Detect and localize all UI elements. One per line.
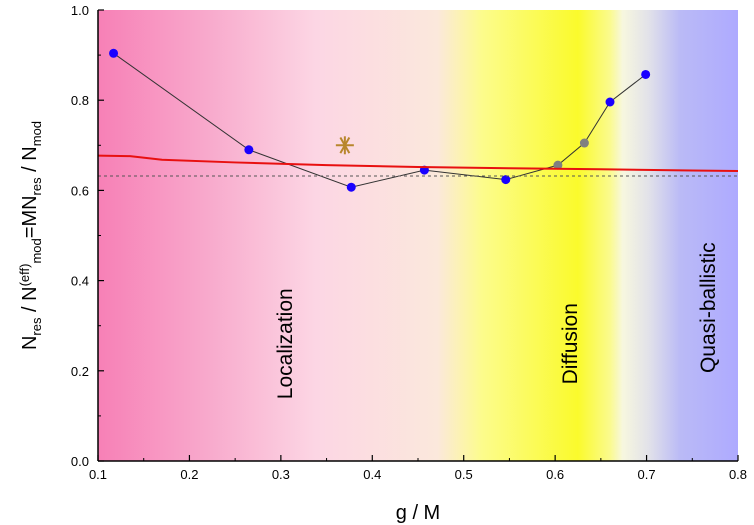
y-axis-title-part: N <box>19 336 41 350</box>
x-axis-title: g / M <box>396 502 440 524</box>
x-tick-label: 0.7 <box>638 467 656 482</box>
x-tick-label: 0.5 <box>455 467 473 482</box>
data-point-8 <box>605 97 615 107</box>
y-axis-title-part: res <box>29 177 44 196</box>
y-axis-title-part: mod <box>29 238 44 263</box>
data-point-2 <box>244 145 254 155</box>
x-tick-label: 0.6 <box>546 467 564 482</box>
data-point-1 <box>109 48 119 58</box>
data-point-5 <box>501 175 511 185</box>
y-axis-title-part: (eff) <box>17 264 32 287</box>
y-tick-label: 0.6 <box>71 183 89 198</box>
x-tick-label: 0.4 <box>363 467 381 482</box>
region-label-3: Quasi-ballistic <box>697 242 720 373</box>
star-marker <box>335 136 354 155</box>
y-axis-title-part: =MN <box>19 195 41 238</box>
red-series-line <box>97 154 739 173</box>
x-tick-label: 0.2 <box>180 467 198 482</box>
y-axis-title-part: / N <box>19 286 41 317</box>
x-tick-label: 0.1 <box>89 467 107 482</box>
y-tick-label: 0.8 <box>71 93 89 108</box>
region-label-1: Localization <box>274 288 297 399</box>
y-tick-label: 0.0 <box>71 454 89 469</box>
data-layer <box>97 48 739 192</box>
region-labels: Localization Diffusion Quasi-ballistic <box>274 242 720 399</box>
y-axis-title-part: mod <box>29 121 44 146</box>
y-axis-title-part: res <box>29 317 44 336</box>
y-tick-label: 0.4 <box>71 274 89 289</box>
data-point-3 <box>346 182 356 192</box>
y-axis-title: Nres / N(eff)mod=MNres / Nmod <box>17 121 44 350</box>
region-label-2: Diffusion <box>559 303 582 384</box>
x-tick-label: 0.3 <box>272 467 290 482</box>
axes: 0.1 0.2 0.3 0.4 0.5 0.6 0.7 0.8 0.0 0.2 0.4 0.6 0.8 1… <box>17 3 747 524</box>
data-point-7 <box>579 138 589 148</box>
x-tick-label: 0.8 <box>729 467 747 482</box>
data-point-6 <box>553 160 563 170</box>
y-axis-title-part: / N <box>19 146 41 177</box>
y-tick-label: 0.2 <box>71 364 89 379</box>
y-tick-label: 1.0 <box>71 3 89 18</box>
data-point-9 <box>641 69 651 79</box>
